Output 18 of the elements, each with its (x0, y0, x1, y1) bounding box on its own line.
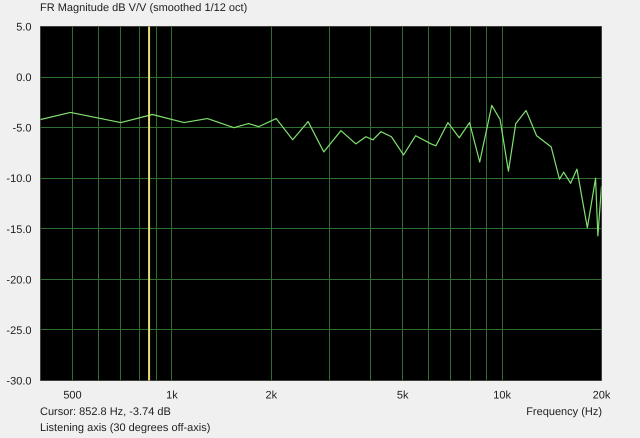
x-axis-title: Frequency (Hz) (526, 405, 602, 420)
x-tick-label: 500 (63, 390, 82, 402)
x-tick-label: 20k (592, 390, 611, 402)
x-tick-label: 2k (265, 390, 278, 402)
y-tick-label: 5.0 (16, 22, 32, 34)
text: Listening axis (30 degrees off-axis) (40, 422, 210, 434)
x-tick-label: 5k (396, 390, 410, 402)
y-tick-label: -30.0 (6, 376, 32, 388)
text: Cursor: 852.8 Hz, -3.74 dB (40, 406, 171, 418)
y-tick-label: -20.0 (6, 274, 32, 286)
y-tick-label: -15.0 (6, 224, 32, 236)
chart-title: FR Magnitude dB V/V (smoothed 1/12 oct) (40, 1, 248, 16)
y-tick-label: -5.0 (12, 122, 32, 135)
x-tick-label: 10k (493, 390, 512, 402)
y-tick-label: -10.0 (6, 173, 32, 186)
x-tick-label: 1k (166, 390, 178, 402)
y-tick-label: -25.0 (6, 324, 32, 337)
y-tick-label: 0.0 (16, 72, 32, 84)
